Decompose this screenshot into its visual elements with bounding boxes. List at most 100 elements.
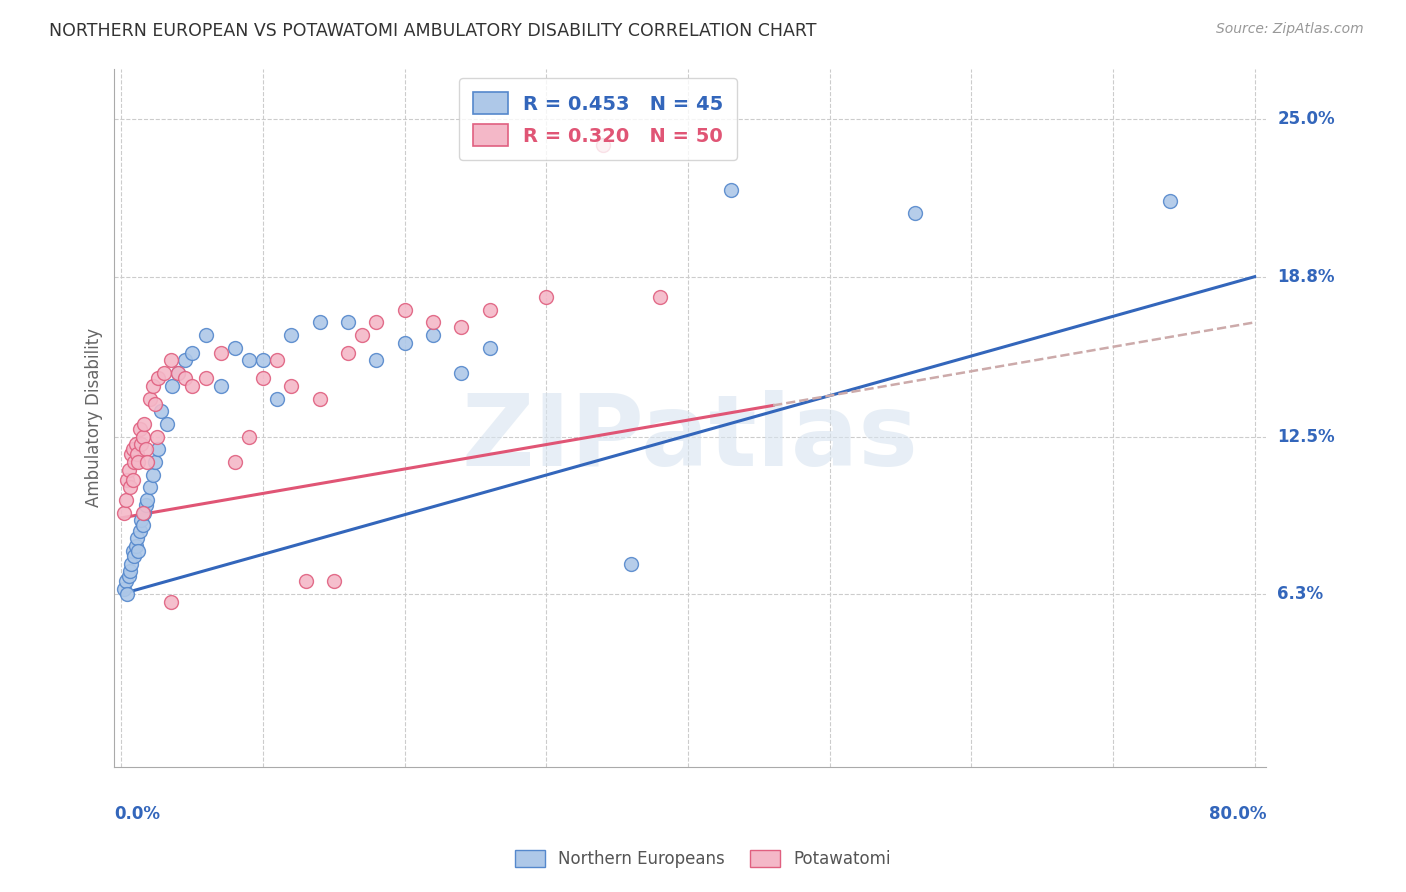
- Point: [337, 346, 360, 360]
- Point: [648, 290, 671, 304]
- Point: [153, 366, 176, 380]
- Point: [112, 506, 135, 520]
- Point: [266, 353, 288, 368]
- Point: [131, 437, 153, 451]
- Point: [167, 366, 190, 380]
- Point: [118, 564, 141, 578]
- Point: [162, 379, 184, 393]
- Text: 12.5%: 12.5%: [1277, 427, 1334, 446]
- Point: [478, 341, 501, 355]
- Point: [120, 557, 142, 571]
- Point: [146, 429, 169, 443]
- Point: [148, 442, 170, 457]
- Point: [129, 422, 152, 436]
- Text: ZIPatlas: ZIPatlas: [461, 390, 918, 487]
- Point: [115, 587, 138, 601]
- Point: [209, 379, 232, 393]
- Point: [308, 315, 330, 329]
- Point: [174, 353, 197, 368]
- Point: [129, 524, 152, 538]
- Y-axis label: Ambulatory Disability: Ambulatory Disability: [86, 328, 103, 508]
- Point: [238, 429, 260, 443]
- Point: [195, 328, 218, 343]
- Point: [134, 417, 156, 431]
- Point: [280, 379, 302, 393]
- Point: [904, 206, 927, 220]
- Point: [136, 455, 159, 469]
- Point: [135, 442, 157, 457]
- Point: [478, 302, 501, 317]
- Text: 18.8%: 18.8%: [1277, 268, 1334, 285]
- Point: [114, 574, 136, 589]
- Point: [124, 437, 146, 451]
- Point: [139, 480, 162, 494]
- Point: [118, 480, 141, 494]
- Point: [252, 353, 274, 368]
- Point: [450, 320, 472, 334]
- Point: [620, 557, 643, 571]
- Point: [366, 353, 388, 368]
- Legend: R = 0.453   N = 45, R = 0.320   N = 50: R = 0.453 N = 45, R = 0.320 N = 50: [460, 78, 737, 160]
- Text: Source: ZipAtlas.com: Source: ZipAtlas.com: [1216, 22, 1364, 37]
- Point: [422, 315, 444, 329]
- Point: [150, 404, 173, 418]
- Point: [337, 315, 360, 329]
- Point: [450, 366, 472, 380]
- Point: [125, 531, 148, 545]
- Point: [536, 290, 558, 304]
- Point: [592, 137, 614, 152]
- Point: [174, 371, 197, 385]
- Point: [121, 473, 143, 487]
- Point: [121, 544, 143, 558]
- Point: [394, 335, 416, 350]
- Point: [117, 462, 139, 476]
- Point: [128, 544, 150, 558]
- Point: [160, 594, 183, 608]
- Point: [115, 473, 138, 487]
- Text: 0.0%: 0.0%: [114, 805, 160, 823]
- Point: [323, 574, 346, 589]
- Point: [139, 392, 162, 406]
- Point: [352, 328, 374, 343]
- Point: [167, 366, 190, 380]
- Point: [131, 513, 153, 527]
- Point: [132, 429, 155, 443]
- Point: [117, 569, 139, 583]
- Point: [121, 442, 143, 457]
- Point: [280, 328, 302, 343]
- Point: [134, 506, 156, 520]
- Point: [224, 341, 246, 355]
- Text: 6.3%: 6.3%: [1277, 585, 1323, 603]
- Point: [136, 493, 159, 508]
- Point: [366, 315, 388, 329]
- Point: [132, 506, 155, 520]
- Point: [308, 392, 330, 406]
- Point: [125, 447, 148, 461]
- Point: [422, 328, 444, 343]
- Point: [145, 396, 167, 410]
- Point: [142, 467, 165, 482]
- Point: [142, 379, 165, 393]
- Point: [122, 549, 145, 563]
- Point: [294, 574, 316, 589]
- Point: [122, 455, 145, 469]
- Text: NORTHERN EUROPEAN VS POTAWATOMI AMBULATORY DISABILITY CORRELATION CHART: NORTHERN EUROPEAN VS POTAWATOMI AMBULATO…: [49, 22, 817, 40]
- Point: [112, 582, 135, 596]
- Point: [209, 346, 232, 360]
- Point: [1159, 194, 1181, 208]
- Point: [145, 455, 167, 469]
- Point: [252, 371, 274, 385]
- Point: [156, 417, 179, 431]
- Text: 25.0%: 25.0%: [1277, 111, 1334, 128]
- Point: [181, 346, 204, 360]
- Point: [128, 455, 150, 469]
- Point: [181, 379, 204, 393]
- Point: [720, 183, 742, 197]
- Point: [114, 493, 136, 508]
- Point: [132, 518, 155, 533]
- Point: [394, 302, 416, 317]
- Point: [135, 498, 157, 512]
- Point: [160, 353, 183, 368]
- Point: [238, 353, 260, 368]
- Legend: Northern Europeans, Potawatomi: Northern Europeans, Potawatomi: [509, 843, 897, 875]
